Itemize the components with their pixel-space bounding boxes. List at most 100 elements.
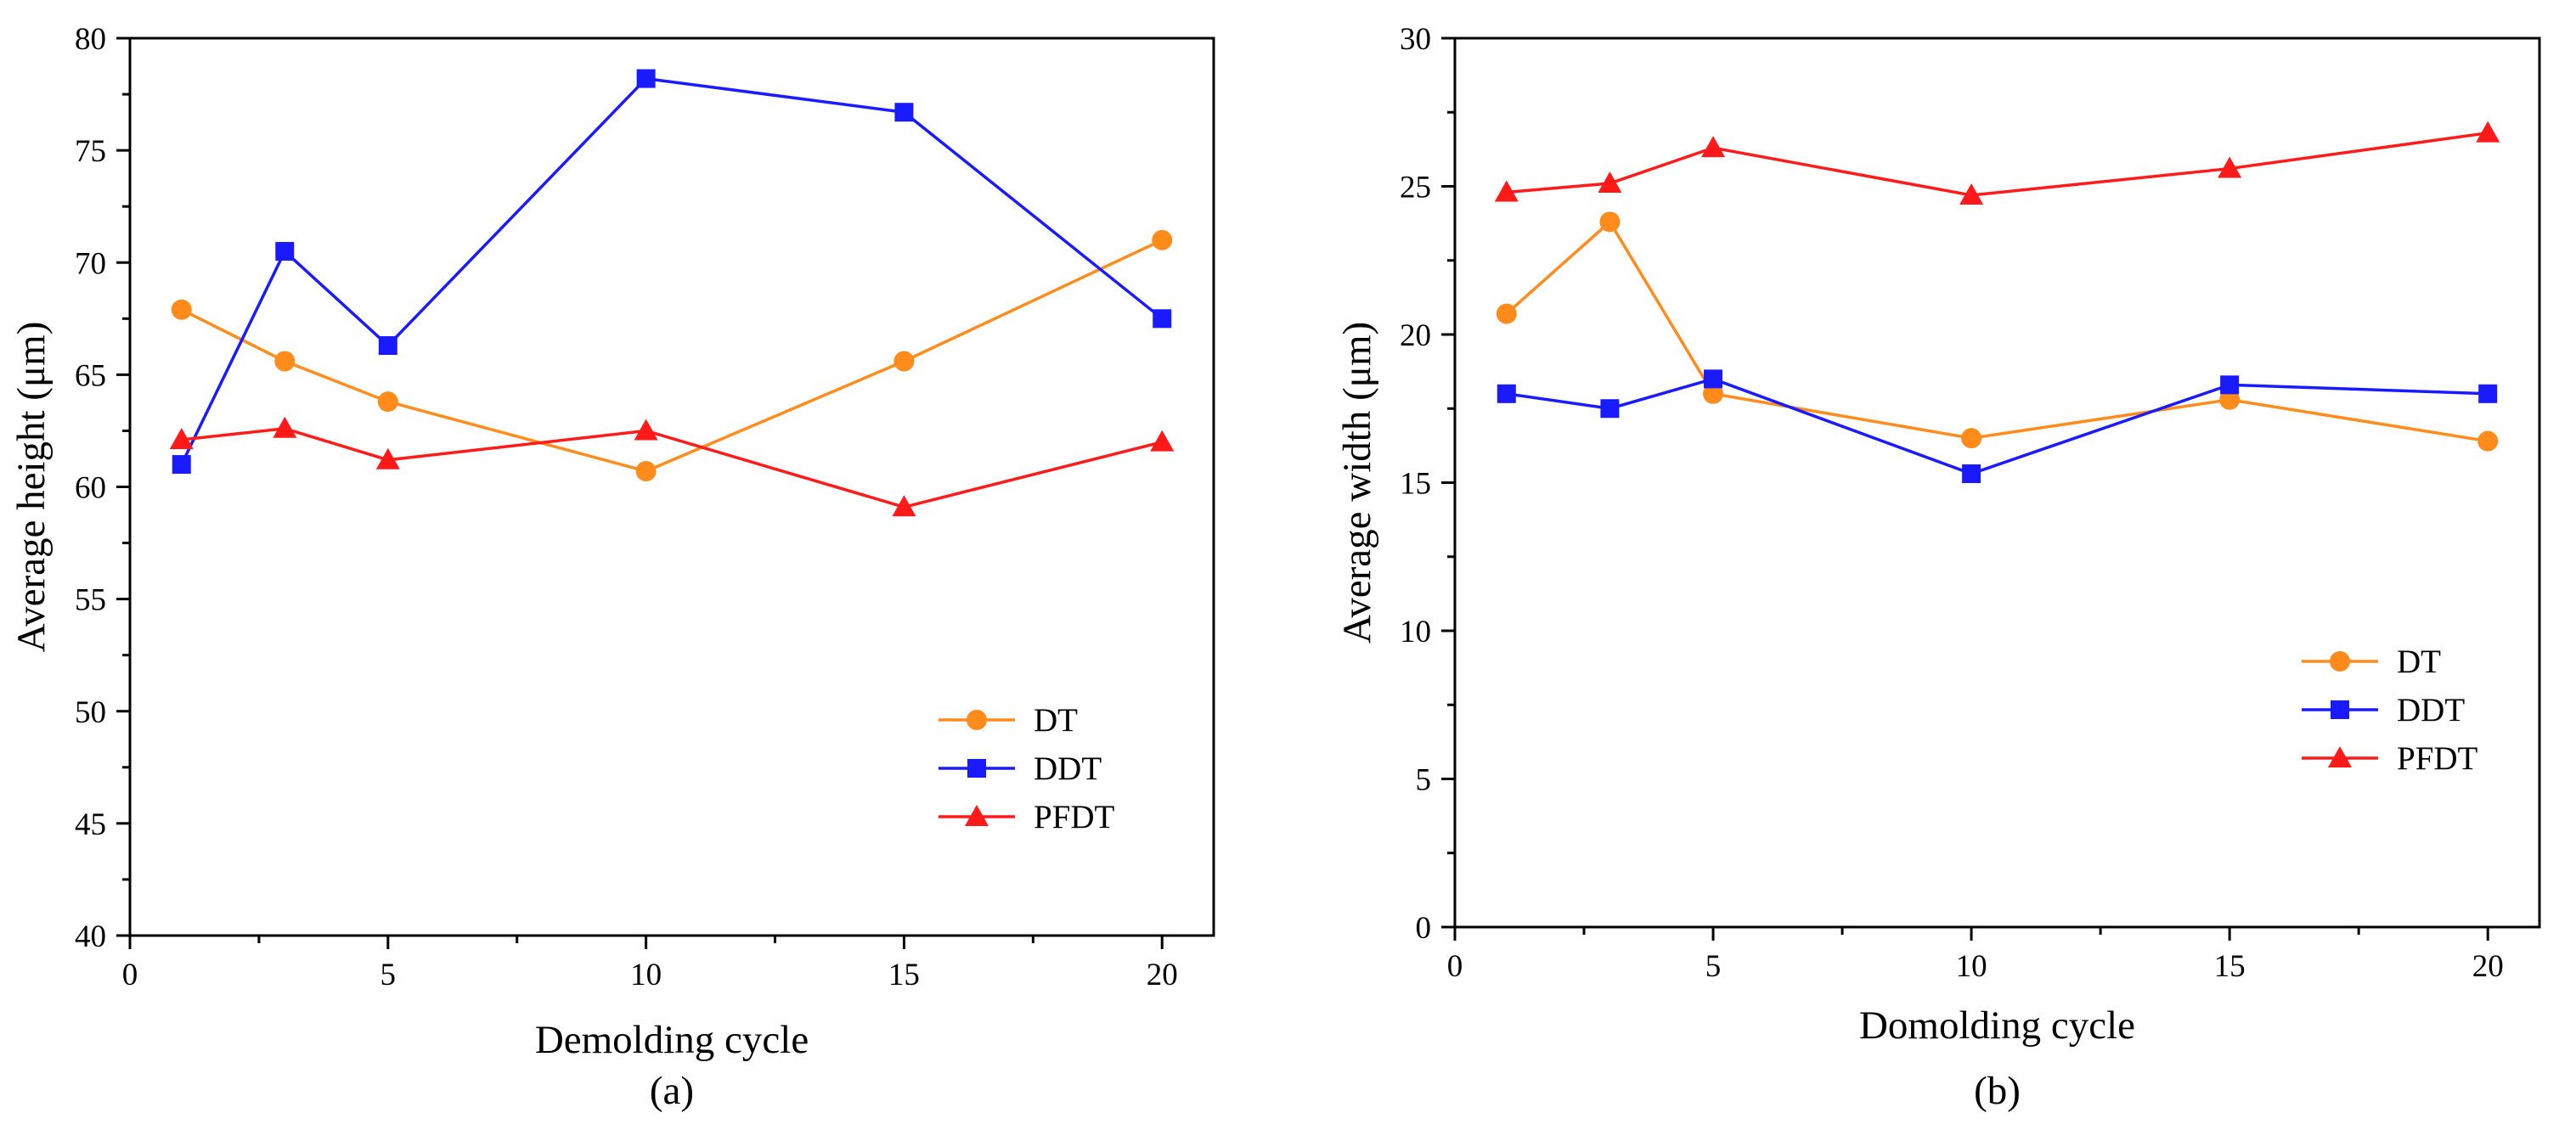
data-point-pfdt xyxy=(2218,156,2242,178)
data-point-dt xyxy=(2477,430,2499,452)
data-point-pfdt xyxy=(1150,430,1175,452)
y-tick-label: 20 xyxy=(1400,318,1431,353)
data-point-ddt xyxy=(2220,375,2240,395)
y-tick-label: 40 xyxy=(75,919,106,954)
data-point-dt xyxy=(1152,229,1173,250)
legend-label: DT xyxy=(1034,702,1078,739)
data-point-dt xyxy=(1703,383,1724,404)
series-line-ddt xyxy=(180,76,1164,465)
y-tick-label: 0 xyxy=(1416,911,1432,946)
x-tick-label: 0 xyxy=(1447,949,1463,984)
x-tick-label: 15 xyxy=(888,958,920,992)
x-tick-label: 5 xyxy=(1705,949,1722,984)
y-tick-label: 55 xyxy=(75,583,106,618)
series-line-pfdt xyxy=(1506,131,2489,197)
y-tick-label: 10 xyxy=(1400,615,1431,649)
data-point-pfdt xyxy=(1701,136,1726,158)
legend-label: PFDT xyxy=(2397,740,2478,777)
data-point-ddt xyxy=(2478,384,2498,403)
series-ddt xyxy=(172,69,1172,475)
series-line-ddt xyxy=(1506,377,2489,475)
x-axis-title: Demolding cycle xyxy=(535,1018,809,1062)
data-point-pfdt xyxy=(1598,171,1622,194)
legend-item-ddt: DDT xyxy=(939,750,1102,787)
data-point-ddt xyxy=(1153,309,1172,329)
data-point-dt xyxy=(635,461,657,482)
legend: DT DDT PFDT xyxy=(939,702,1115,835)
legend-item-ddt: DDT xyxy=(2302,692,2465,728)
x-tick-label: 20 xyxy=(2472,949,2504,984)
data-point-dt xyxy=(377,391,398,413)
data-point-dt xyxy=(171,299,192,320)
y-tick-label: 75 xyxy=(75,134,106,169)
legend-marker xyxy=(967,759,986,778)
data-point-dt xyxy=(893,351,915,372)
data-point-pfdt xyxy=(2476,121,2500,143)
series-dt xyxy=(171,229,1173,482)
series-line-pfdt xyxy=(181,427,1163,509)
series-line-dt xyxy=(180,239,1163,473)
data-point-pfdt xyxy=(375,447,400,469)
data-point-dt xyxy=(1961,428,1982,449)
chart-average-width: 0 5 10 15 20 0 5 10 15 20 25 30 Domolding cycle Avera… xyxy=(1335,22,2541,1113)
legend: DT DDT PFDT xyxy=(2302,644,2478,777)
chart-average-height: 0 5 10 15 20 40 45 50 55 60 65 70 75 80 Demolding cycl… xyxy=(9,22,1215,1113)
x-axis-title: Domolding cycle xyxy=(1859,1003,2135,1048)
series-pfdt xyxy=(1494,121,2500,205)
legend-label: DDT xyxy=(1034,750,1102,787)
data-point-ddt xyxy=(1704,369,1723,389)
y-tick-label: 80 xyxy=(75,22,106,57)
panel-caption: (a) xyxy=(650,1069,694,1113)
x-tick-label: 15 xyxy=(2214,949,2246,984)
x-tick-label: 20 xyxy=(1147,958,1178,992)
legend-marker xyxy=(965,805,989,826)
y-tick-label: 45 xyxy=(75,807,106,842)
y-tick-label: 60 xyxy=(75,471,106,506)
x-tick-label: 0 xyxy=(122,958,138,992)
series-ddt xyxy=(1497,369,2498,484)
y-tick-label: 15 xyxy=(1400,467,1431,502)
y-tick-label: 50 xyxy=(75,695,106,730)
legend-item-pfdt: PFDT xyxy=(2302,740,2478,777)
y-axis-title: Average height (μm) xyxy=(9,322,54,653)
legend-marker xyxy=(967,710,987,730)
legend-item-dt: DT xyxy=(939,702,1078,739)
x-tick-label: 10 xyxy=(630,958,662,992)
data-point-pfdt xyxy=(634,419,658,441)
legend-marker xyxy=(2328,746,2352,767)
data-point-pfdt xyxy=(892,495,916,517)
x-tick-label: 10 xyxy=(1956,949,1987,984)
data-point-ddt xyxy=(894,103,914,122)
data-point-pfdt xyxy=(1959,183,1984,205)
y-tick-label: 70 xyxy=(75,246,106,281)
data-point-ddt xyxy=(1497,384,1516,403)
data-point-ddt xyxy=(378,336,397,356)
legend-label: DDT xyxy=(2397,692,2465,728)
x-tick-label: 5 xyxy=(380,958,397,992)
data-point-ddt xyxy=(1962,464,1981,484)
data-point-ddt xyxy=(275,242,295,261)
data-point-pfdt xyxy=(273,416,297,438)
series-line-dt xyxy=(1505,219,2489,443)
data-point-dt xyxy=(274,351,296,372)
data-point-ddt xyxy=(172,455,191,475)
y-tick-label: 5 xyxy=(1416,763,1432,798)
panel-caption: (b) xyxy=(1974,1069,2021,1113)
series-pfdt xyxy=(169,416,1175,517)
data-point-dt xyxy=(1496,303,1517,324)
data-point-dt xyxy=(2219,389,2241,410)
data-point-pfdt xyxy=(1494,180,1519,202)
data-point-dt xyxy=(1599,211,1621,233)
data-point-pfdt xyxy=(169,428,194,450)
y-tick-label: 25 xyxy=(1400,171,1431,205)
legend-marker xyxy=(2331,700,2349,719)
legend-label: DT xyxy=(2397,644,2441,680)
y-tick-label: 30 xyxy=(1400,22,1431,57)
legend-label: PFDT xyxy=(1034,799,1115,835)
legend-marker xyxy=(2330,651,2350,672)
y-axis-title: Average width (μm) xyxy=(1335,322,1379,644)
data-point-ddt xyxy=(1600,399,1620,419)
legend-item-dt: DT xyxy=(2302,644,2441,680)
plot-frame xyxy=(1453,37,2541,929)
